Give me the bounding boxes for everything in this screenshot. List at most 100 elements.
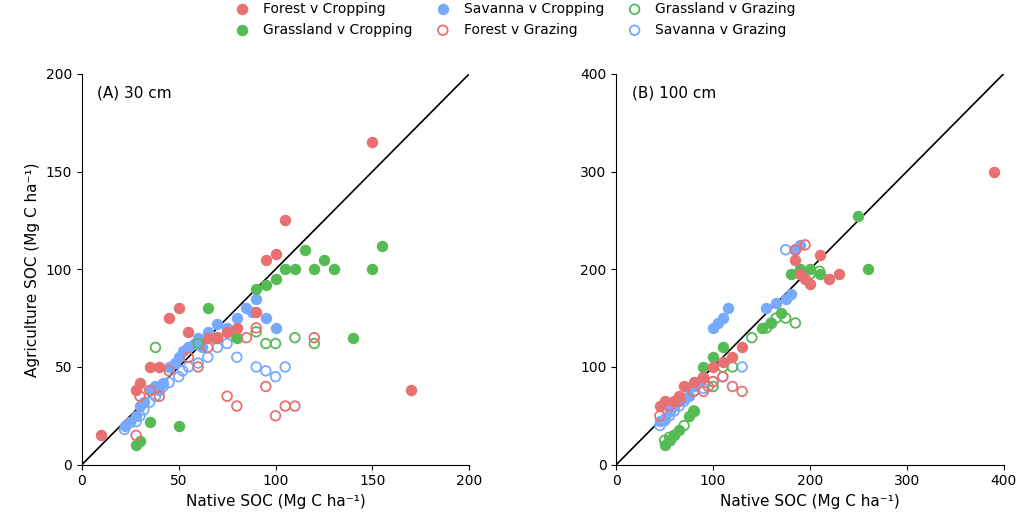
Point <box>685 387 701 395</box>
Point <box>132 402 148 410</box>
Point <box>662 433 678 441</box>
Point <box>777 314 794 322</box>
Point <box>662 402 678 410</box>
Point <box>267 340 284 348</box>
Point <box>147 382 164 391</box>
Point <box>651 402 668 410</box>
Point <box>763 319 779 327</box>
Point <box>132 392 148 400</box>
Point <box>244 308 260 316</box>
Point <box>200 343 216 352</box>
Point <box>258 382 274 391</box>
Point <box>695 363 712 371</box>
Point <box>228 402 245 410</box>
Point <box>194 343 210 352</box>
Point <box>676 397 692 406</box>
Point <box>695 373 712 381</box>
Point <box>219 392 236 400</box>
Point <box>132 412 148 420</box>
Point <box>287 334 303 342</box>
Point <box>152 386 168 394</box>
Point <box>171 304 187 313</box>
Point <box>986 167 1002 176</box>
Point <box>743 334 760 342</box>
Point <box>258 314 274 322</box>
Point <box>830 270 847 278</box>
Point <box>797 275 813 283</box>
Point <box>248 295 264 303</box>
Point <box>667 397 683 406</box>
Point <box>715 363 731 371</box>
Point <box>681 392 697 400</box>
Point <box>787 246 804 254</box>
Point <box>671 397 687 406</box>
Point <box>710 319 726 327</box>
Point <box>667 402 683 410</box>
Point <box>705 324 721 332</box>
Point <box>189 334 206 342</box>
Point <box>141 386 158 394</box>
Point <box>141 418 158 426</box>
Point <box>171 373 187 381</box>
Point <box>278 402 294 410</box>
Point <box>161 366 177 375</box>
Point <box>715 373 731 381</box>
Point <box>152 392 168 400</box>
Point <box>695 387 712 395</box>
Point <box>685 378 701 386</box>
Point <box>662 436 678 445</box>
Point <box>267 412 284 420</box>
Point <box>209 334 225 342</box>
Point <box>656 413 673 422</box>
Point <box>671 426 687 435</box>
Point <box>248 363 264 371</box>
Point <box>734 343 751 352</box>
Point <box>671 402 687 410</box>
Point <box>656 397 673 406</box>
Point <box>777 295 794 303</box>
Point <box>180 327 197 336</box>
Point <box>802 265 818 274</box>
Point <box>155 379 171 387</box>
Point <box>287 265 303 274</box>
Point <box>228 334 245 342</box>
Point <box>676 421 692 430</box>
Point <box>171 353 187 361</box>
Point <box>209 343 225 352</box>
Point <box>167 359 183 367</box>
Point <box>141 398 158 407</box>
Point <box>651 412 668 420</box>
Point <box>180 343 197 352</box>
Point <box>667 431 683 439</box>
Point <box>117 425 133 433</box>
Point <box>186 340 203 348</box>
Point <box>228 353 245 361</box>
Point <box>705 363 721 371</box>
X-axis label: Native SOC (Mg C ha⁻¹): Native SOC (Mg C ha⁻¹) <box>185 494 366 509</box>
Y-axis label: Agriculture SOC (Mg C ha⁻¹): Agriculture SOC (Mg C ha⁻¹) <box>26 162 40 376</box>
Point <box>141 363 158 371</box>
Point <box>258 255 274 263</box>
Point <box>200 334 216 342</box>
Point <box>161 379 177 387</box>
Point <box>685 407 701 415</box>
Point <box>122 418 138 426</box>
Point <box>695 384 712 393</box>
Point <box>374 242 390 250</box>
Point <box>402 386 419 394</box>
Point <box>671 392 687 400</box>
Point <box>141 386 158 394</box>
Point <box>667 431 683 439</box>
Point <box>811 250 827 259</box>
Point <box>326 265 342 274</box>
Point <box>365 265 381 274</box>
Point <box>715 358 731 366</box>
Point <box>656 417 673 425</box>
Point <box>200 353 216 361</box>
Point <box>685 407 701 415</box>
Point <box>656 441 673 449</box>
Point <box>787 319 804 327</box>
Point <box>792 265 808 274</box>
Point <box>720 304 736 313</box>
Point <box>662 412 678 420</box>
